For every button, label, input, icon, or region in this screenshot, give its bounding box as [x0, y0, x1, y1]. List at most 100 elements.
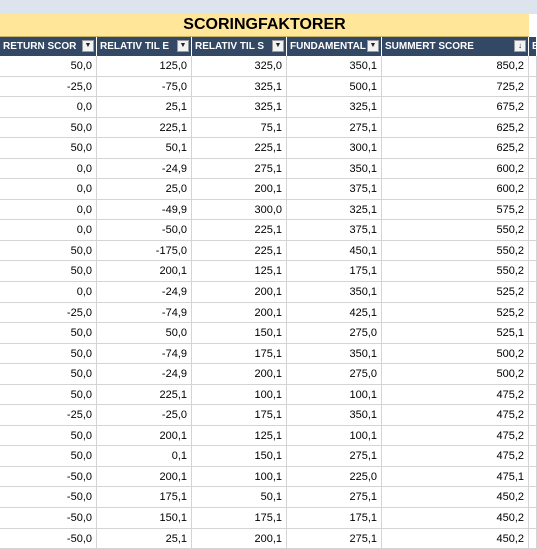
table-cell[interactable]: 50,0	[0, 240, 97, 262]
table-cell-overflow[interactable]	[529, 446, 537, 467]
table-cell[interactable]: -25,0	[0, 405, 97, 426]
table-cell[interactable]: 675,2	[382, 97, 529, 118]
column-header-2[interactable]: RELATIV TIL E ▼	[97, 37, 192, 56]
table-cell[interactable]: -74,9	[97, 302, 192, 324]
table-cell[interactable]: 350,1	[287, 56, 382, 77]
table-cell-overflow[interactable]	[529, 199, 537, 221]
table-cell[interactable]: 0,0	[0, 179, 97, 200]
table-cell[interactable]: 475,2	[382, 446, 529, 467]
table-cell[interactable]: 275,0	[287, 364, 382, 385]
table-cell[interactable]: 175,1	[192, 343, 287, 365]
table-cell[interactable]: 550,2	[382, 261, 529, 283]
table-cell[interactable]: 600,2	[382, 179, 529, 200]
table-cell[interactable]: 25,1	[97, 528, 192, 549]
table-cell[interactable]: -75,0	[97, 76, 192, 98]
table-cell[interactable]: 325,1	[192, 97, 287, 118]
table-cell[interactable]: 50,0	[0, 138, 97, 159]
table-cell-overflow[interactable]	[529, 220, 537, 241]
table-cell-overflow[interactable]	[529, 466, 537, 488]
table-cell[interactable]: 550,2	[382, 240, 529, 262]
table-cell[interactable]: 50,0	[0, 425, 97, 447]
table-cell[interactable]: 375,1	[287, 220, 382, 241]
dropdown-icon[interactable]: ▼	[82, 40, 94, 52]
sort-descending-icon[interactable]: ↓	[514, 40, 526, 52]
table-cell[interactable]: 50,1	[192, 487, 287, 509]
table-cell[interactable]: 150,1	[97, 508, 192, 529]
table-cell[interactable]: 150,1	[192, 323, 287, 344]
table-cell[interactable]: 50,0	[0, 384, 97, 406]
table-cell[interactable]: 0,0	[0, 199, 97, 221]
column-header-6[interactable]: E	[529, 37, 537, 56]
table-cell[interactable]: 375,1	[287, 179, 382, 200]
table-cell-overflow[interactable]	[529, 56, 537, 77]
table-cell[interactable]: 0,0	[0, 282, 97, 303]
table-cell-overflow[interactable]	[529, 158, 537, 180]
table-cell[interactable]: -74,9	[97, 343, 192, 365]
table-cell[interactable]: 100,1	[192, 466, 287, 488]
table-cell[interactable]: 350,1	[287, 158, 382, 180]
table-cell[interactable]: 525,2	[382, 282, 529, 303]
table-cell-overflow[interactable]	[529, 138, 537, 159]
table-cell-overflow[interactable]	[529, 117, 537, 139]
table-cell[interactable]: -24,9	[97, 364, 192, 385]
table-cell-overflow[interactable]	[529, 76, 537, 98]
column-header-4[interactable]: FUNDAMENTAL ▼	[287, 37, 382, 56]
table-cell[interactable]: 200,1	[192, 179, 287, 200]
table-cell[interactable]: 450,2	[382, 528, 529, 549]
table-cell[interactable]: 275,1	[287, 528, 382, 549]
table-cell[interactable]: 500,1	[287, 76, 382, 98]
table-cell-overflow[interactable]	[529, 508, 537, 529]
table-cell[interactable]: 450,1	[287, 240, 382, 262]
table-cell[interactable]: 125,0	[97, 56, 192, 77]
table-cell[interactable]: 725,2	[382, 76, 529, 98]
table-cell[interactable]: 50,0	[0, 446, 97, 467]
table-cell-overflow[interactable]	[529, 240, 537, 262]
table-cell[interactable]: 300,1	[287, 138, 382, 159]
table-cell[interactable]: 75,1	[192, 117, 287, 139]
table-cell[interactable]: 175,1	[97, 487, 192, 509]
table-cell[interactable]: 200,1	[192, 528, 287, 549]
table-cell[interactable]: 350,1	[287, 405, 382, 426]
table-cell[interactable]: 50,0	[0, 323, 97, 344]
table-cell-overflow[interactable]	[529, 302, 537, 324]
table-cell[interactable]: 125,1	[192, 425, 287, 447]
table-cell[interactable]: 425,1	[287, 302, 382, 324]
table-cell[interactable]: 50,0	[97, 323, 192, 344]
table-cell-overflow[interactable]	[529, 282, 537, 303]
table-cell-overflow[interactable]	[529, 364, 537, 385]
table-cell[interactable]: 475,2	[382, 425, 529, 447]
table-cell[interactable]: 200,1	[192, 364, 287, 385]
table-cell[interactable]: 175,1	[192, 508, 287, 529]
dropdown-icon[interactable]: ▼	[177, 40, 189, 52]
table-cell[interactable]: 25,1	[97, 97, 192, 118]
table-cell[interactable]: 500,2	[382, 364, 529, 385]
table-cell[interactable]: 625,2	[382, 138, 529, 159]
table-cell[interactable]: 50,1	[97, 138, 192, 159]
table-cell[interactable]: 200,1	[97, 425, 192, 447]
table-cell[interactable]: 600,2	[382, 158, 529, 180]
table-cell[interactable]: 525,2	[382, 302, 529, 324]
table-cell[interactable]: 50,0	[0, 261, 97, 283]
table-cell[interactable]: 100,1	[287, 425, 382, 447]
table-cell[interactable]: 50,0	[0, 343, 97, 365]
table-cell-overflow[interactable]	[529, 405, 537, 426]
table-cell[interactable]: 500,2	[382, 343, 529, 365]
dropdown-icon[interactable]: ▼	[367, 40, 379, 52]
table-cell[interactable]: -175,0	[97, 240, 192, 262]
table-cell[interactable]: 450,2	[382, 487, 529, 509]
table-cell[interactable]: 225,1	[192, 240, 287, 262]
table-cell[interactable]: 575,2	[382, 199, 529, 221]
table-cell[interactable]: 625,2	[382, 117, 529, 139]
table-cell[interactable]: 125,1	[192, 261, 287, 283]
table-cell[interactable]: 325,0	[192, 56, 287, 77]
column-header-3[interactable]: RELATIV TIL S ▼	[192, 37, 287, 56]
table-cell[interactable]: 0,0	[0, 220, 97, 241]
table-cell[interactable]: 200,1	[97, 466, 192, 488]
table-cell[interactable]: 300,0	[192, 199, 287, 221]
table-cell[interactable]: 450,2	[382, 508, 529, 529]
table-cell[interactable]: -50,0	[97, 220, 192, 241]
table-cell[interactable]: 350,1	[287, 282, 382, 303]
table-cell[interactable]: 275,1	[287, 446, 382, 467]
table-cell[interactable]: -24,9	[97, 158, 192, 180]
table-cell[interactable]: -50,0	[0, 466, 97, 488]
